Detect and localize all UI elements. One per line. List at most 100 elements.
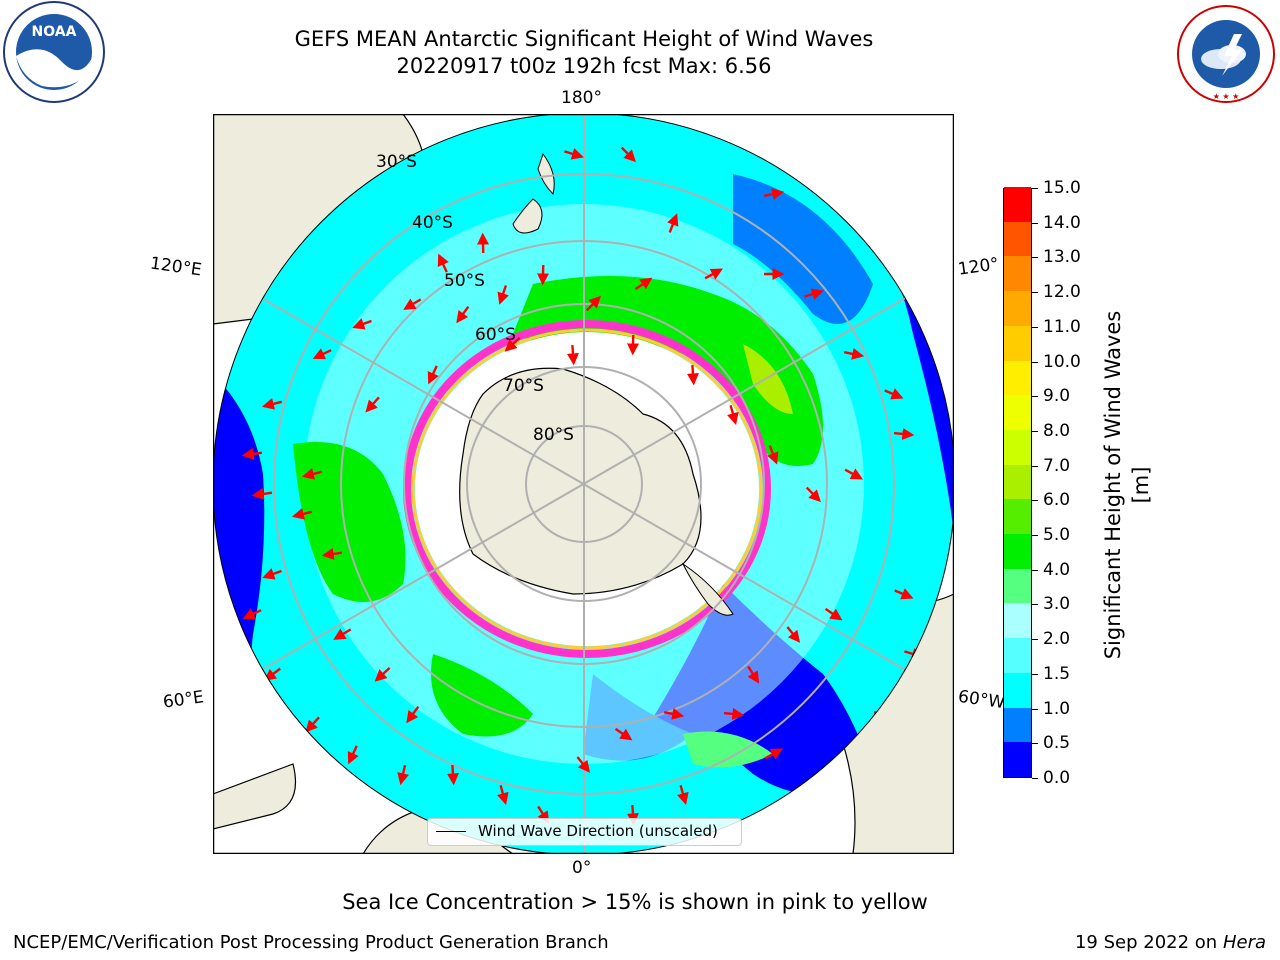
colorbar-tickmark xyxy=(1032,743,1038,745)
wind-wave-arrow xyxy=(242,608,262,620)
wind-wave-arrow xyxy=(321,547,343,560)
wind-wave-arrow xyxy=(291,508,313,520)
lon-label-0: 0° xyxy=(572,858,592,878)
colorbar-tick-label: 2.0 xyxy=(1043,629,1071,650)
credit-text: NCEP/EMC/Verification Post Processing Pr… xyxy=(13,932,609,953)
colorbar-tickmark xyxy=(1032,257,1038,259)
wind-wave-arrow xyxy=(627,334,640,356)
wind-wave-arrow xyxy=(403,298,422,310)
lat-label-80s: 80°S xyxy=(533,425,574,445)
colorbar-label: Significant Height of Wind Waves [m] xyxy=(1101,310,1153,660)
colorbar-tickmark xyxy=(1032,326,1038,328)
colorbar-tickmark xyxy=(1032,396,1038,398)
colorbar-tick-label: 8.0 xyxy=(1043,420,1071,441)
wind-wave-arrow xyxy=(456,306,470,324)
wind-wave-arrow xyxy=(477,232,490,254)
wind-wave-arrow xyxy=(614,727,633,741)
colorbar-tick-label: 5.0 xyxy=(1043,525,1071,546)
colorbar-tickmark xyxy=(1032,188,1038,189)
colorbar-tick-label: 4.0 xyxy=(1043,559,1071,580)
wind-wave-arrow xyxy=(844,468,864,480)
wind-wave-arrow xyxy=(566,344,579,366)
madagascar-land xyxy=(213,763,297,830)
colorbar-band xyxy=(1004,186,1031,222)
run-date-text: 19 Sep 2022 on xyxy=(1074,932,1218,953)
wind-wave-arrow xyxy=(763,188,785,200)
polar-map xyxy=(213,114,954,854)
wind-wave-arrow xyxy=(894,588,914,600)
wind-wave-arrow xyxy=(437,253,449,273)
legend-line-icon xyxy=(436,831,466,832)
colorbar-band xyxy=(1004,255,1031,292)
colorbar-tick-label: 6.0 xyxy=(1043,490,1071,511)
wind-wave-arrow xyxy=(446,764,459,786)
lat-label-50s: 50°S xyxy=(444,271,485,291)
colorbar-tickmark xyxy=(1032,465,1038,467)
colorbar-tick-label: 13.0 xyxy=(1043,247,1081,268)
colorbar-tickmark xyxy=(1032,292,1038,294)
colorbar-tick-label: 1.5 xyxy=(1043,663,1071,684)
colorbar-tick-label: 14.0 xyxy=(1043,212,1081,233)
wind-wave-arrow xyxy=(723,707,745,720)
wind-wave-arrow xyxy=(427,365,439,385)
wind-wave-arrow xyxy=(301,468,323,480)
nws-logo: ★ ★ ★ xyxy=(1177,5,1275,103)
lat-label-70s: 70°S xyxy=(503,376,544,396)
wind-wave-arrow xyxy=(406,706,420,724)
colorbar-band xyxy=(1004,464,1031,500)
colorbar-band xyxy=(1004,360,1031,396)
colorbar-band xyxy=(1004,672,1031,708)
lat-label-60s: 60°S xyxy=(475,325,516,345)
colorbar-band xyxy=(1004,290,1031,326)
colorbar-band xyxy=(1004,325,1031,361)
lat-label-30s: 30°S xyxy=(376,152,417,172)
colorbar-tickmark xyxy=(1032,604,1038,606)
wind-wave-arrow xyxy=(564,148,584,160)
wind-wave-arrow xyxy=(262,568,282,580)
wind-wave-arrow xyxy=(663,708,685,720)
wind-wave-arrow xyxy=(804,288,824,300)
colorbar-tick-label: 1.0 xyxy=(1043,698,1071,719)
colorbar-tick-label: 0.0 xyxy=(1043,768,1071,788)
wind-wave-arrow xyxy=(884,388,904,400)
wind-wave-arrow xyxy=(686,364,699,386)
wind-wave-arrow xyxy=(365,396,380,413)
wind-wave-arrow xyxy=(497,785,509,805)
lon-label-60e: 60°E xyxy=(161,687,206,713)
sea-ice-footnote: Sea Ice Concentration > 15% is shown in … xyxy=(342,890,928,914)
colorbar-tickmark xyxy=(1032,361,1038,363)
lon-label-180: 180° xyxy=(561,88,602,108)
wind-wave-arrow xyxy=(397,764,409,786)
colorbar-band xyxy=(1004,741,1031,777)
wind-wave-arrow xyxy=(667,213,679,233)
colorbar-tickmark xyxy=(1032,430,1038,432)
colorbar-tickmark xyxy=(1032,500,1038,502)
wind-wave-arrow xyxy=(312,348,332,360)
colorbar-band xyxy=(1004,568,1031,604)
wind-wave-arrow xyxy=(251,487,273,500)
colorbar-band xyxy=(1004,602,1031,639)
wind-wave-arrow xyxy=(585,295,601,312)
wind-wave-arrow xyxy=(893,427,915,440)
colorbar-tick-label: 3.0 xyxy=(1043,594,1071,615)
map-legend: Wind Wave Direction (unscaled) xyxy=(427,818,742,846)
wind-wave-arrow xyxy=(764,748,784,760)
wind-wave-arrow xyxy=(576,756,591,773)
wind-wave-arrow xyxy=(261,398,283,410)
wind-wave-arrow xyxy=(677,785,689,805)
colorbar-tickmark xyxy=(1032,535,1038,537)
colorbar-tickmark xyxy=(1032,708,1038,710)
wind-wave-arrow xyxy=(634,277,653,291)
wind-wave-arrow xyxy=(824,607,843,621)
wind-wave-arrow xyxy=(333,628,352,640)
colorbar-band xyxy=(1004,637,1031,673)
colorbar-tick-label: 15.0 xyxy=(1043,178,1081,198)
legend-label: Wind Wave Direction (unscaled) xyxy=(478,822,718,840)
colorbar-band xyxy=(1004,533,1031,569)
wind-wave-arrow xyxy=(805,486,821,503)
wind-wave-arrows xyxy=(241,146,924,826)
colorbar-tick-label: 11.0 xyxy=(1043,316,1081,337)
wind-wave-arrow xyxy=(241,447,263,460)
wind-wave-arrow xyxy=(843,348,865,360)
colorbar-band xyxy=(1004,429,1031,465)
